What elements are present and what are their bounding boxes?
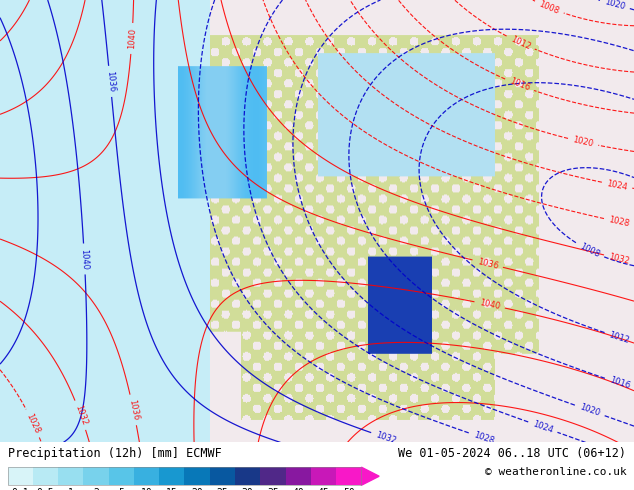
Text: 25: 25 bbox=[217, 488, 228, 490]
Bar bbox=[33, 467, 58, 485]
Text: 1036: 1036 bbox=[127, 398, 140, 421]
Text: 5: 5 bbox=[119, 488, 124, 490]
Text: 1016: 1016 bbox=[608, 376, 631, 391]
Text: 1020: 1020 bbox=[572, 135, 594, 149]
Text: 1020: 1020 bbox=[604, 0, 626, 11]
Bar bbox=[84, 467, 108, 485]
Text: 1020: 1020 bbox=[578, 403, 601, 418]
Text: 1008: 1008 bbox=[538, 0, 560, 16]
Text: We 01-05-2024 06..18 UTC (06+12): We 01-05-2024 06..18 UTC (06+12) bbox=[398, 447, 626, 460]
Text: 15: 15 bbox=[166, 488, 178, 490]
Bar bbox=[311, 467, 336, 485]
Text: 1: 1 bbox=[68, 488, 74, 490]
Text: Precipitation (12h) [mm] ECMWF: Precipitation (12h) [mm] ECMWF bbox=[8, 447, 221, 460]
Text: 1040: 1040 bbox=[127, 28, 137, 49]
Text: 10: 10 bbox=[141, 488, 152, 490]
Bar bbox=[159, 467, 184, 485]
Bar bbox=[184, 467, 210, 485]
Text: 1012: 1012 bbox=[608, 330, 631, 345]
Text: 20: 20 bbox=[191, 488, 203, 490]
Bar bbox=[336, 467, 361, 485]
Text: 50: 50 bbox=[343, 488, 354, 490]
Text: 2: 2 bbox=[93, 488, 99, 490]
Text: 30: 30 bbox=[242, 488, 254, 490]
Bar bbox=[134, 467, 159, 485]
Text: 1016: 1016 bbox=[508, 77, 531, 93]
Text: 1032: 1032 bbox=[375, 430, 398, 445]
Text: 1008: 1008 bbox=[578, 242, 601, 259]
Text: 35: 35 bbox=[267, 488, 279, 490]
Text: 45: 45 bbox=[318, 488, 329, 490]
Bar bbox=[8, 467, 33, 485]
Bar bbox=[235, 467, 261, 485]
Bar bbox=[58, 467, 84, 485]
Text: 1040: 1040 bbox=[479, 298, 501, 311]
Text: 1028: 1028 bbox=[25, 412, 42, 435]
Text: 1036: 1036 bbox=[476, 257, 499, 270]
Bar bbox=[8, 467, 361, 485]
Polygon shape bbox=[361, 467, 379, 485]
Text: 1028: 1028 bbox=[472, 430, 495, 445]
Bar bbox=[108, 467, 134, 485]
Bar bbox=[210, 467, 235, 485]
Text: © weatheronline.co.uk: © weatheronline.co.uk bbox=[484, 467, 626, 477]
Bar bbox=[261, 467, 285, 485]
Text: 1012: 1012 bbox=[509, 34, 532, 51]
Text: 0.5: 0.5 bbox=[37, 488, 55, 490]
Text: 1036: 1036 bbox=[105, 71, 115, 93]
Text: 1032: 1032 bbox=[73, 404, 88, 427]
Text: 1032: 1032 bbox=[608, 252, 630, 266]
Text: 0.1: 0.1 bbox=[11, 488, 29, 490]
Bar bbox=[285, 467, 311, 485]
Text: 1028: 1028 bbox=[608, 215, 630, 228]
Text: 1040: 1040 bbox=[79, 248, 89, 270]
Text: 1024: 1024 bbox=[606, 179, 628, 192]
Text: 40: 40 bbox=[292, 488, 304, 490]
Text: 1024: 1024 bbox=[531, 419, 554, 435]
